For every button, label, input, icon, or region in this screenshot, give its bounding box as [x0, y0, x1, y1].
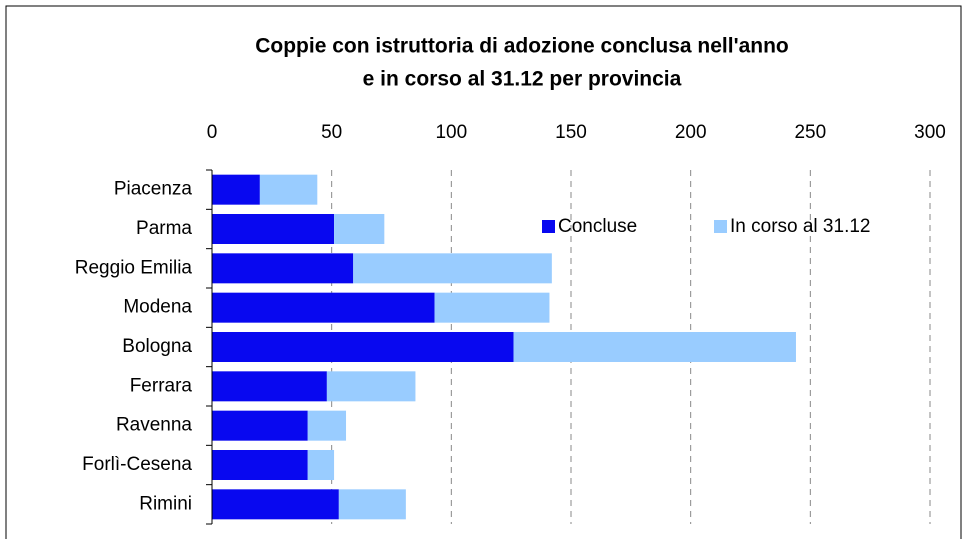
bar — [212, 253, 354, 284]
bar — [212, 489, 339, 520]
bar — [212, 214, 335, 244]
y-tick-label: Modena — [123, 297, 192, 318]
x-tick-label: 300 — [914, 122, 946, 143]
bar — [212, 174, 260, 205]
y-tick-label: Ravenna — [116, 415, 192, 436]
y-tick-label: Bologna — [122, 336, 192, 357]
bar — [212, 332, 514, 362]
x-tick-label: 150 — [555, 122, 587, 143]
bar — [338, 489, 406, 520]
legend-label: Concluse — [558, 216, 637, 237]
y-tick-label: Reggio Emilia — [75, 257, 193, 278]
legend-swatch — [714, 220, 727, 233]
bar — [334, 214, 385, 244]
bar — [212, 450, 308, 480]
y-tick-label: Forlì-Cesena — [82, 454, 192, 475]
bar — [307, 410, 347, 441]
chart-title: Coppie con istruttoria di adozione concl… — [255, 35, 789, 58]
bar — [212, 292, 435, 323]
bar — [212, 371, 327, 402]
x-tick-label: 200 — [675, 122, 707, 143]
y-tick-label: Piacenza — [114, 179, 193, 200]
y-tick-label: Rimini — [139, 493, 192, 514]
legend-swatch — [542, 220, 555, 233]
x-tick-label: 100 — [435, 122, 467, 143]
x-tick-label: 0 — [207, 122, 218, 143]
bar — [353, 253, 552, 284]
y-tick-label: Parma — [136, 218, 192, 239]
bar — [513, 332, 796, 362]
x-tick-label: 50 — [321, 122, 342, 143]
bar — [434, 292, 550, 323]
legend-label: In corso al 31.12 — [730, 216, 870, 237]
bar — [212, 410, 308, 441]
bar — [326, 371, 416, 402]
x-tick-label: 250 — [794, 122, 826, 143]
chart-title: e in corso al 31.12 per provincia — [363, 68, 682, 91]
y-tick-label: Ferrara — [130, 375, 193, 396]
bar — [307, 450, 335, 480]
bar — [259, 174, 318, 205]
